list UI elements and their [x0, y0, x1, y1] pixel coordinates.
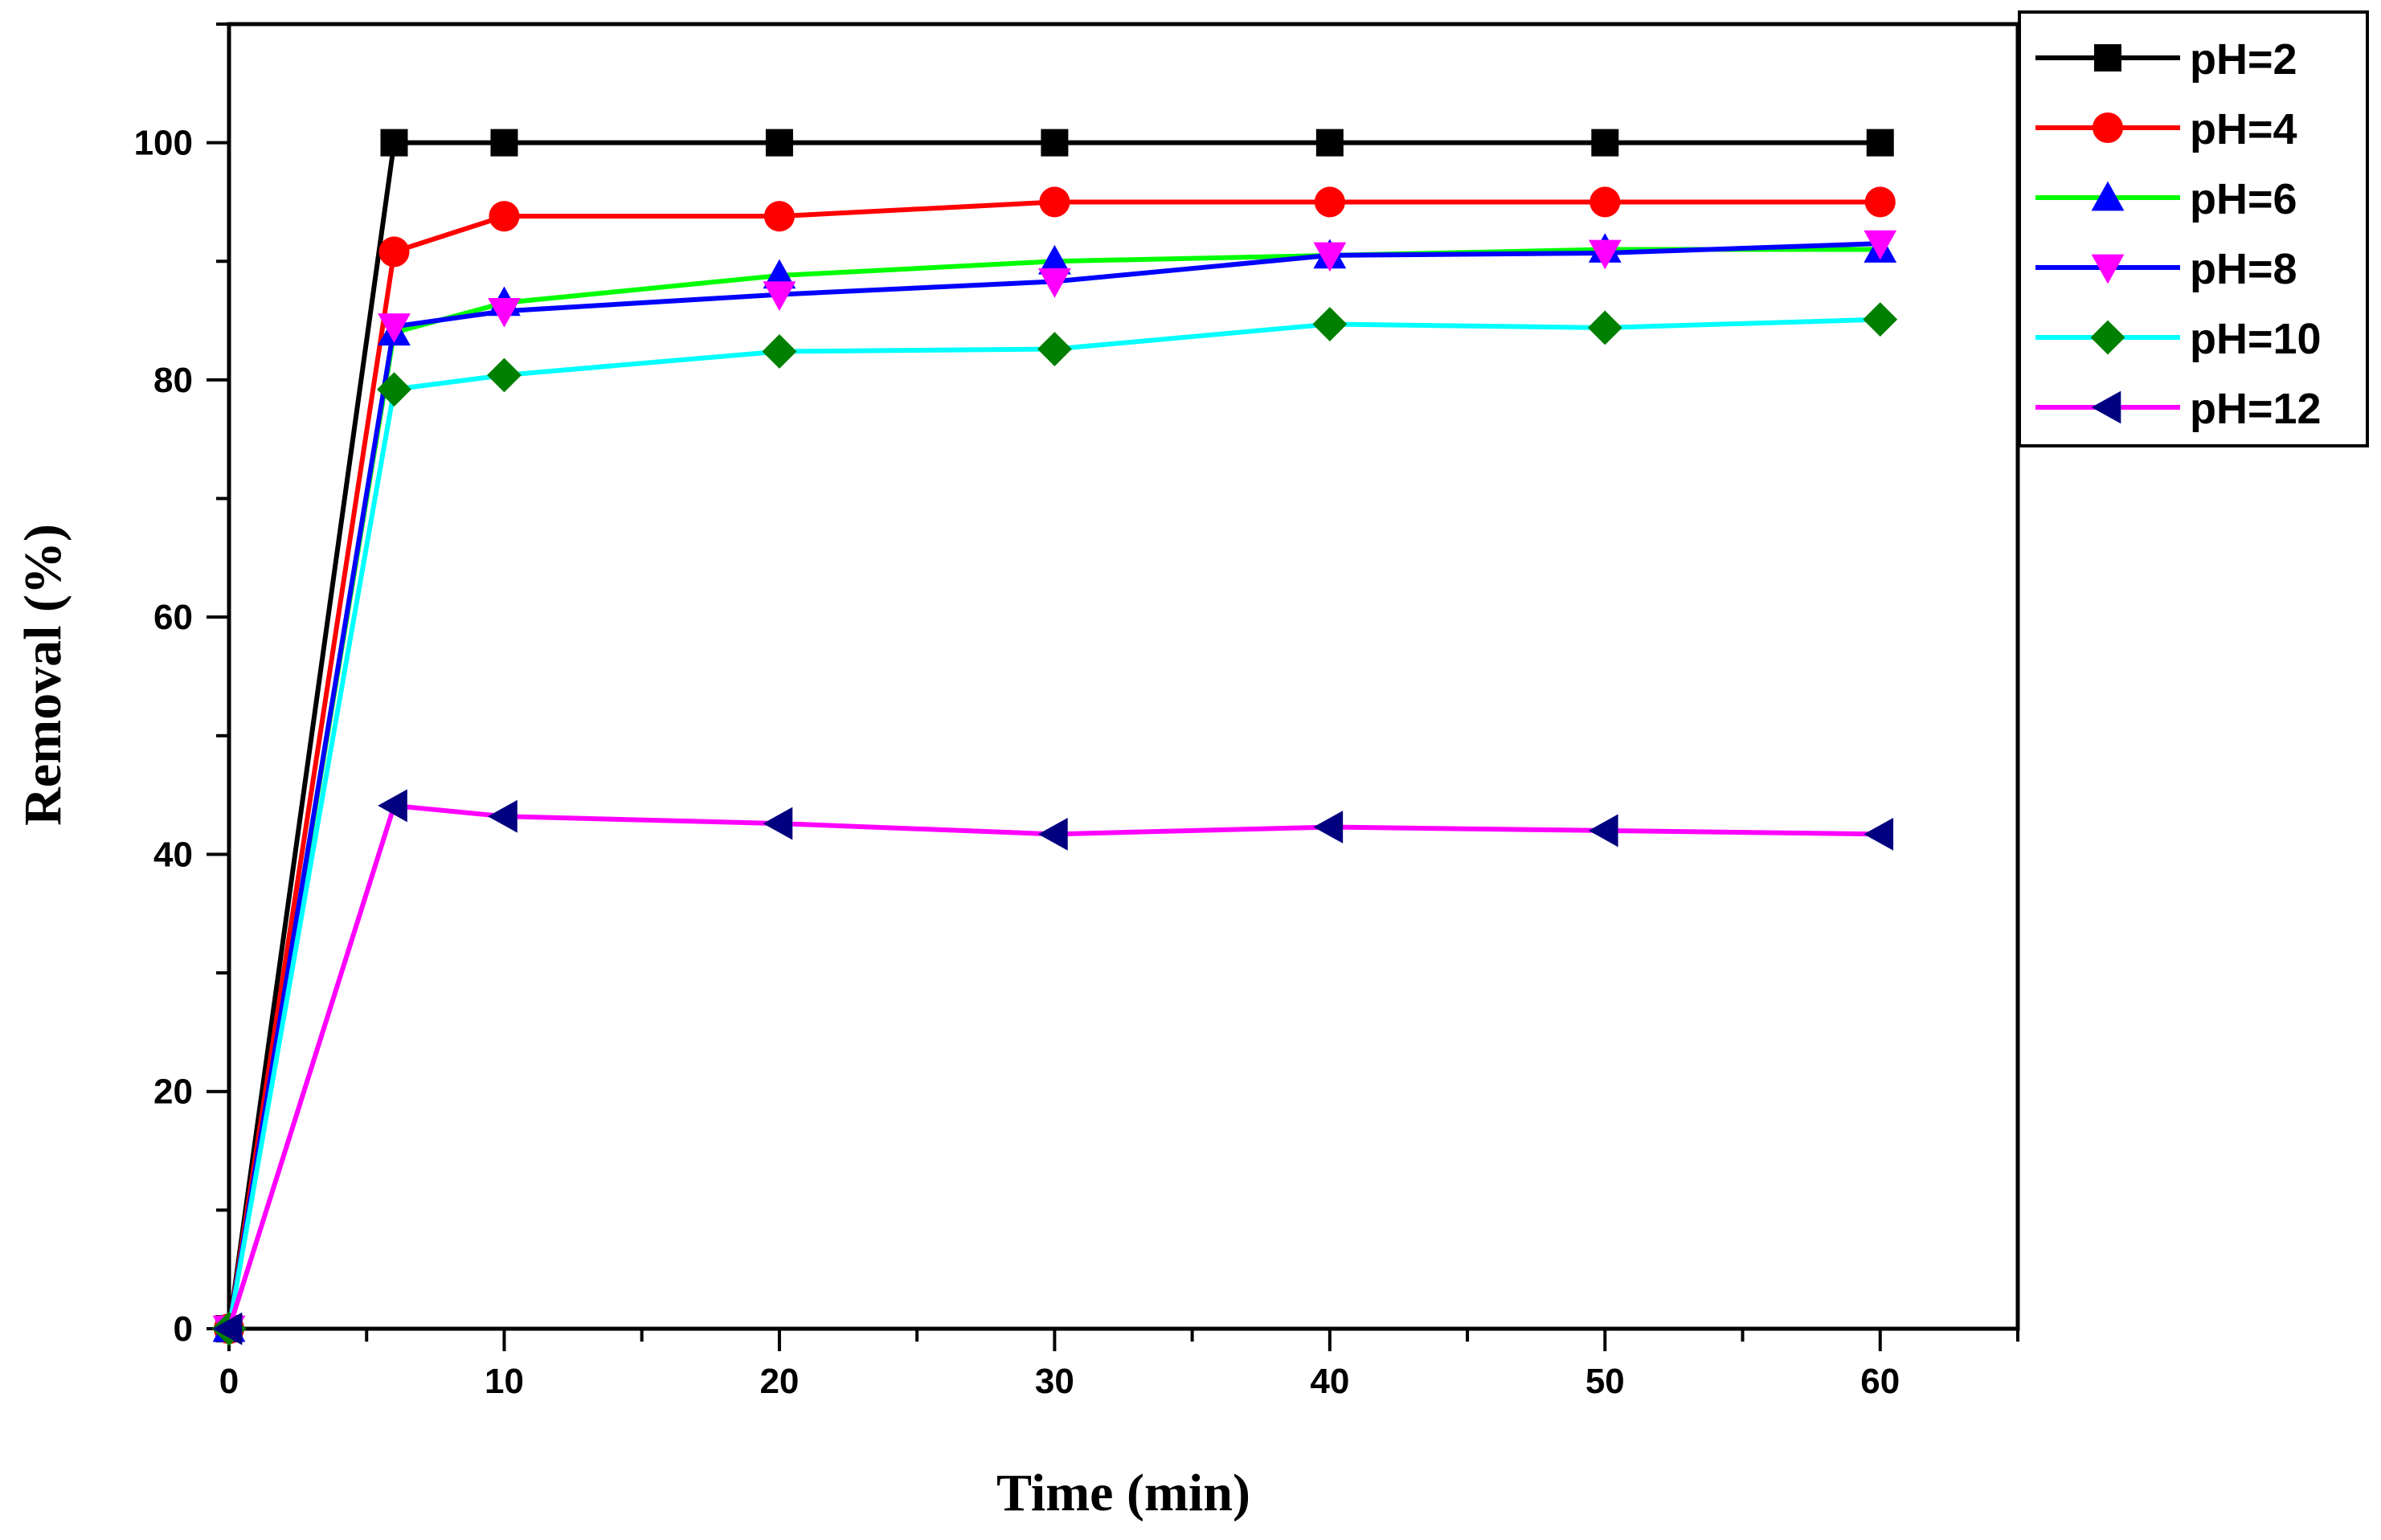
data-point-ph12 [1037, 817, 1068, 851]
y-tick-label: 100 [134, 124, 193, 163]
data-point-ph8 [378, 313, 411, 343]
series-line-ph12 [227, 803, 1880, 1330]
series-line-ph4 [227, 199, 1880, 1330]
x-tick-label: 30 [1035, 1362, 1074, 1401]
legend-item-ph6: pH=6 [2035, 175, 2297, 223]
data-point-ph4 [763, 201, 795, 232]
legend-swatch-marker [2091, 181, 2125, 211]
data-point-ph4 [1039, 186, 1070, 218]
data-point-ph8 [763, 281, 796, 312]
x-axis: 0 10 20 30 40 50 60 [219, 1329, 2019, 1401]
y-axis-title: Removal (%) [14, 524, 72, 826]
data-point-ph2 [1866, 129, 1894, 157]
x-tick-label: 40 [1310, 1362, 1349, 1401]
legend-label: pH=6 [2190, 175, 2297, 223]
x-tick-label: 60 [1860, 1362, 1900, 1401]
series-line-ph8 [227, 241, 1880, 1330]
x-tick-label: 50 [1585, 1362, 1625, 1401]
legend-label: pH=10 [2190, 315, 2322, 363]
data-point-ph12 [212, 1312, 243, 1346]
y-tick-label: 60 [153, 598, 193, 637]
data-point-ph12 [488, 799, 518, 833]
data-point-ph4 [1864, 186, 1896, 218]
data-point-ph8 [1313, 242, 1347, 272]
data-point-ph2 [765, 129, 793, 157]
legend-label: pH=4 [2190, 105, 2297, 153]
data-point-ph12 [378, 789, 407, 823]
data-point-ph10 [1863, 302, 1898, 337]
data-point-ph2 [1041, 129, 1069, 157]
x-tick-label: 20 [759, 1362, 799, 1401]
data-point-ph4 [1589, 186, 1621, 218]
legend-box [2018, 10, 2369, 447]
data-point-ph10 [1587, 310, 1622, 345]
x-tick-label: 0 [219, 1362, 239, 1401]
data-point-ph4 [1314, 186, 1345, 218]
series-ph10 [211, 302, 1898, 1346]
data-point-ph10 [487, 357, 522, 393]
y-tick-label: 80 [153, 361, 193, 400]
data-point-ph12 [1588, 814, 1618, 848]
series-line-ph2 [227, 140, 1880, 1330]
y-tick-label: 0 [174, 1309, 193, 1349]
data-point-ph8 [1863, 230, 1897, 260]
data-point-ph12 [1863, 817, 1894, 851]
plot-frame [227, 22, 2020, 1331]
data-point-ph8 [488, 297, 521, 328]
data-point-ph4 [378, 236, 410, 268]
data-point-ph6 [763, 259, 796, 289]
data-point-ph10 [1037, 332, 1072, 366]
series-ph6 [212, 233, 1897, 1342]
legend-swatch-marker [2091, 390, 2121, 424]
legend-item-ph10: pH=10 [2035, 315, 2322, 363]
legend-swatch-marker [2094, 44, 2121, 71]
legend-item-ph4: pH=4 [2035, 105, 2297, 153]
legend-swatch-marker [2091, 254, 2125, 284]
x-axis-title: Time (min) [996, 1464, 1250, 1522]
series-line-ph10 [227, 317, 1880, 1330]
legend-item-ph12: pH=12 [2035, 385, 2322, 433]
data-point-ph2 [490, 129, 518, 157]
data-point-ph10 [377, 372, 411, 407]
legend: pH=2 pH=4 pH=6 pH=8 pH=10 pH=12 [2018, 10, 2369, 447]
series-layer [211, 129, 1898, 1346]
legend-swatch-marker [2092, 112, 2124, 144]
data-point-ph8 [1588, 239, 1622, 270]
series-ph4 [213, 186, 1896, 1345]
legend-item-ph8: pH=8 [2035, 245, 2297, 293]
series-line-ph6 [227, 247, 1880, 1330]
x-tick-label: 10 [485, 1362, 524, 1401]
legend-label: pH=12 [2190, 385, 2322, 433]
data-point-ph6 [1037, 244, 1071, 275]
series-ph8 [212, 230, 1897, 1346]
legend-label: pH=2 [2190, 35, 2297, 84]
data-point-ph2 [1315, 129, 1344, 157]
y-tick-label: 20 [153, 1072, 193, 1112]
legend-label: pH=8 [2190, 245, 2297, 293]
data-point-ph4 [489, 201, 520, 232]
data-point-ph8 [1037, 268, 1071, 298]
series-ph12 [212, 789, 1894, 1346]
data-point-ph2 [1591, 129, 1619, 157]
legend-item-ph2: pH=2 [2035, 35, 2297, 84]
data-point-ph10 [1312, 307, 1348, 341]
legend-swatch-marker [2090, 320, 2125, 355]
data-point-ph10 [762, 334, 797, 369]
data-point-ph12 [1313, 811, 1344, 844]
data-point-ph12 [763, 807, 793, 840]
data-point-ph2 [380, 129, 408, 157]
y-tick-label: 40 [153, 835, 193, 874]
y-axis: 0 20 40 60 80 100 [134, 22, 229, 1349]
